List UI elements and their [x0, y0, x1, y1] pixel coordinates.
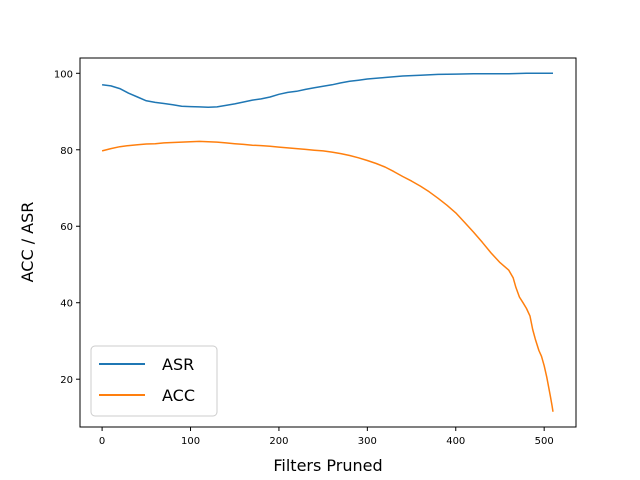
- y-axis-ticks: 20 40 60 80 100: [54, 69, 80, 386]
- y-tick-label: 20: [60, 375, 73, 386]
- legend-label-asr: ASR: [162, 355, 194, 374]
- x-tick-label: 200: [269, 436, 288, 447]
- series-line-asr: [102, 72, 553, 109]
- x-tick-label: 500: [535, 436, 554, 447]
- y-tick-label: 60: [60, 222, 73, 233]
- y-tick-label: 80: [60, 146, 73, 157]
- legend-box: [90, 345, 218, 417]
- y-tick-label: 40: [60, 299, 73, 310]
- legend: ASR ACC: [90, 345, 218, 417]
- series-line-acc: [101, 140, 554, 412]
- x-tick-label: 300: [358, 436, 377, 447]
- y-axis-label: ACC / ASR: [18, 202, 37, 283]
- x-axis-ticks: 0 100 200 300 400 500: [99, 427, 554, 447]
- x-tick-label: 0: [99, 436, 105, 447]
- y-tick-label: 100: [54, 69, 73, 80]
- axes-frame: [79, 57, 577, 428]
- x-axis-label: Filters Pruned: [273, 456, 382, 475]
- legend-label-acc: ACC: [162, 386, 195, 405]
- x-tick-label: 100: [181, 436, 200, 447]
- plot-lines: [101, 72, 554, 412]
- x-tick-label: 400: [446, 436, 465, 447]
